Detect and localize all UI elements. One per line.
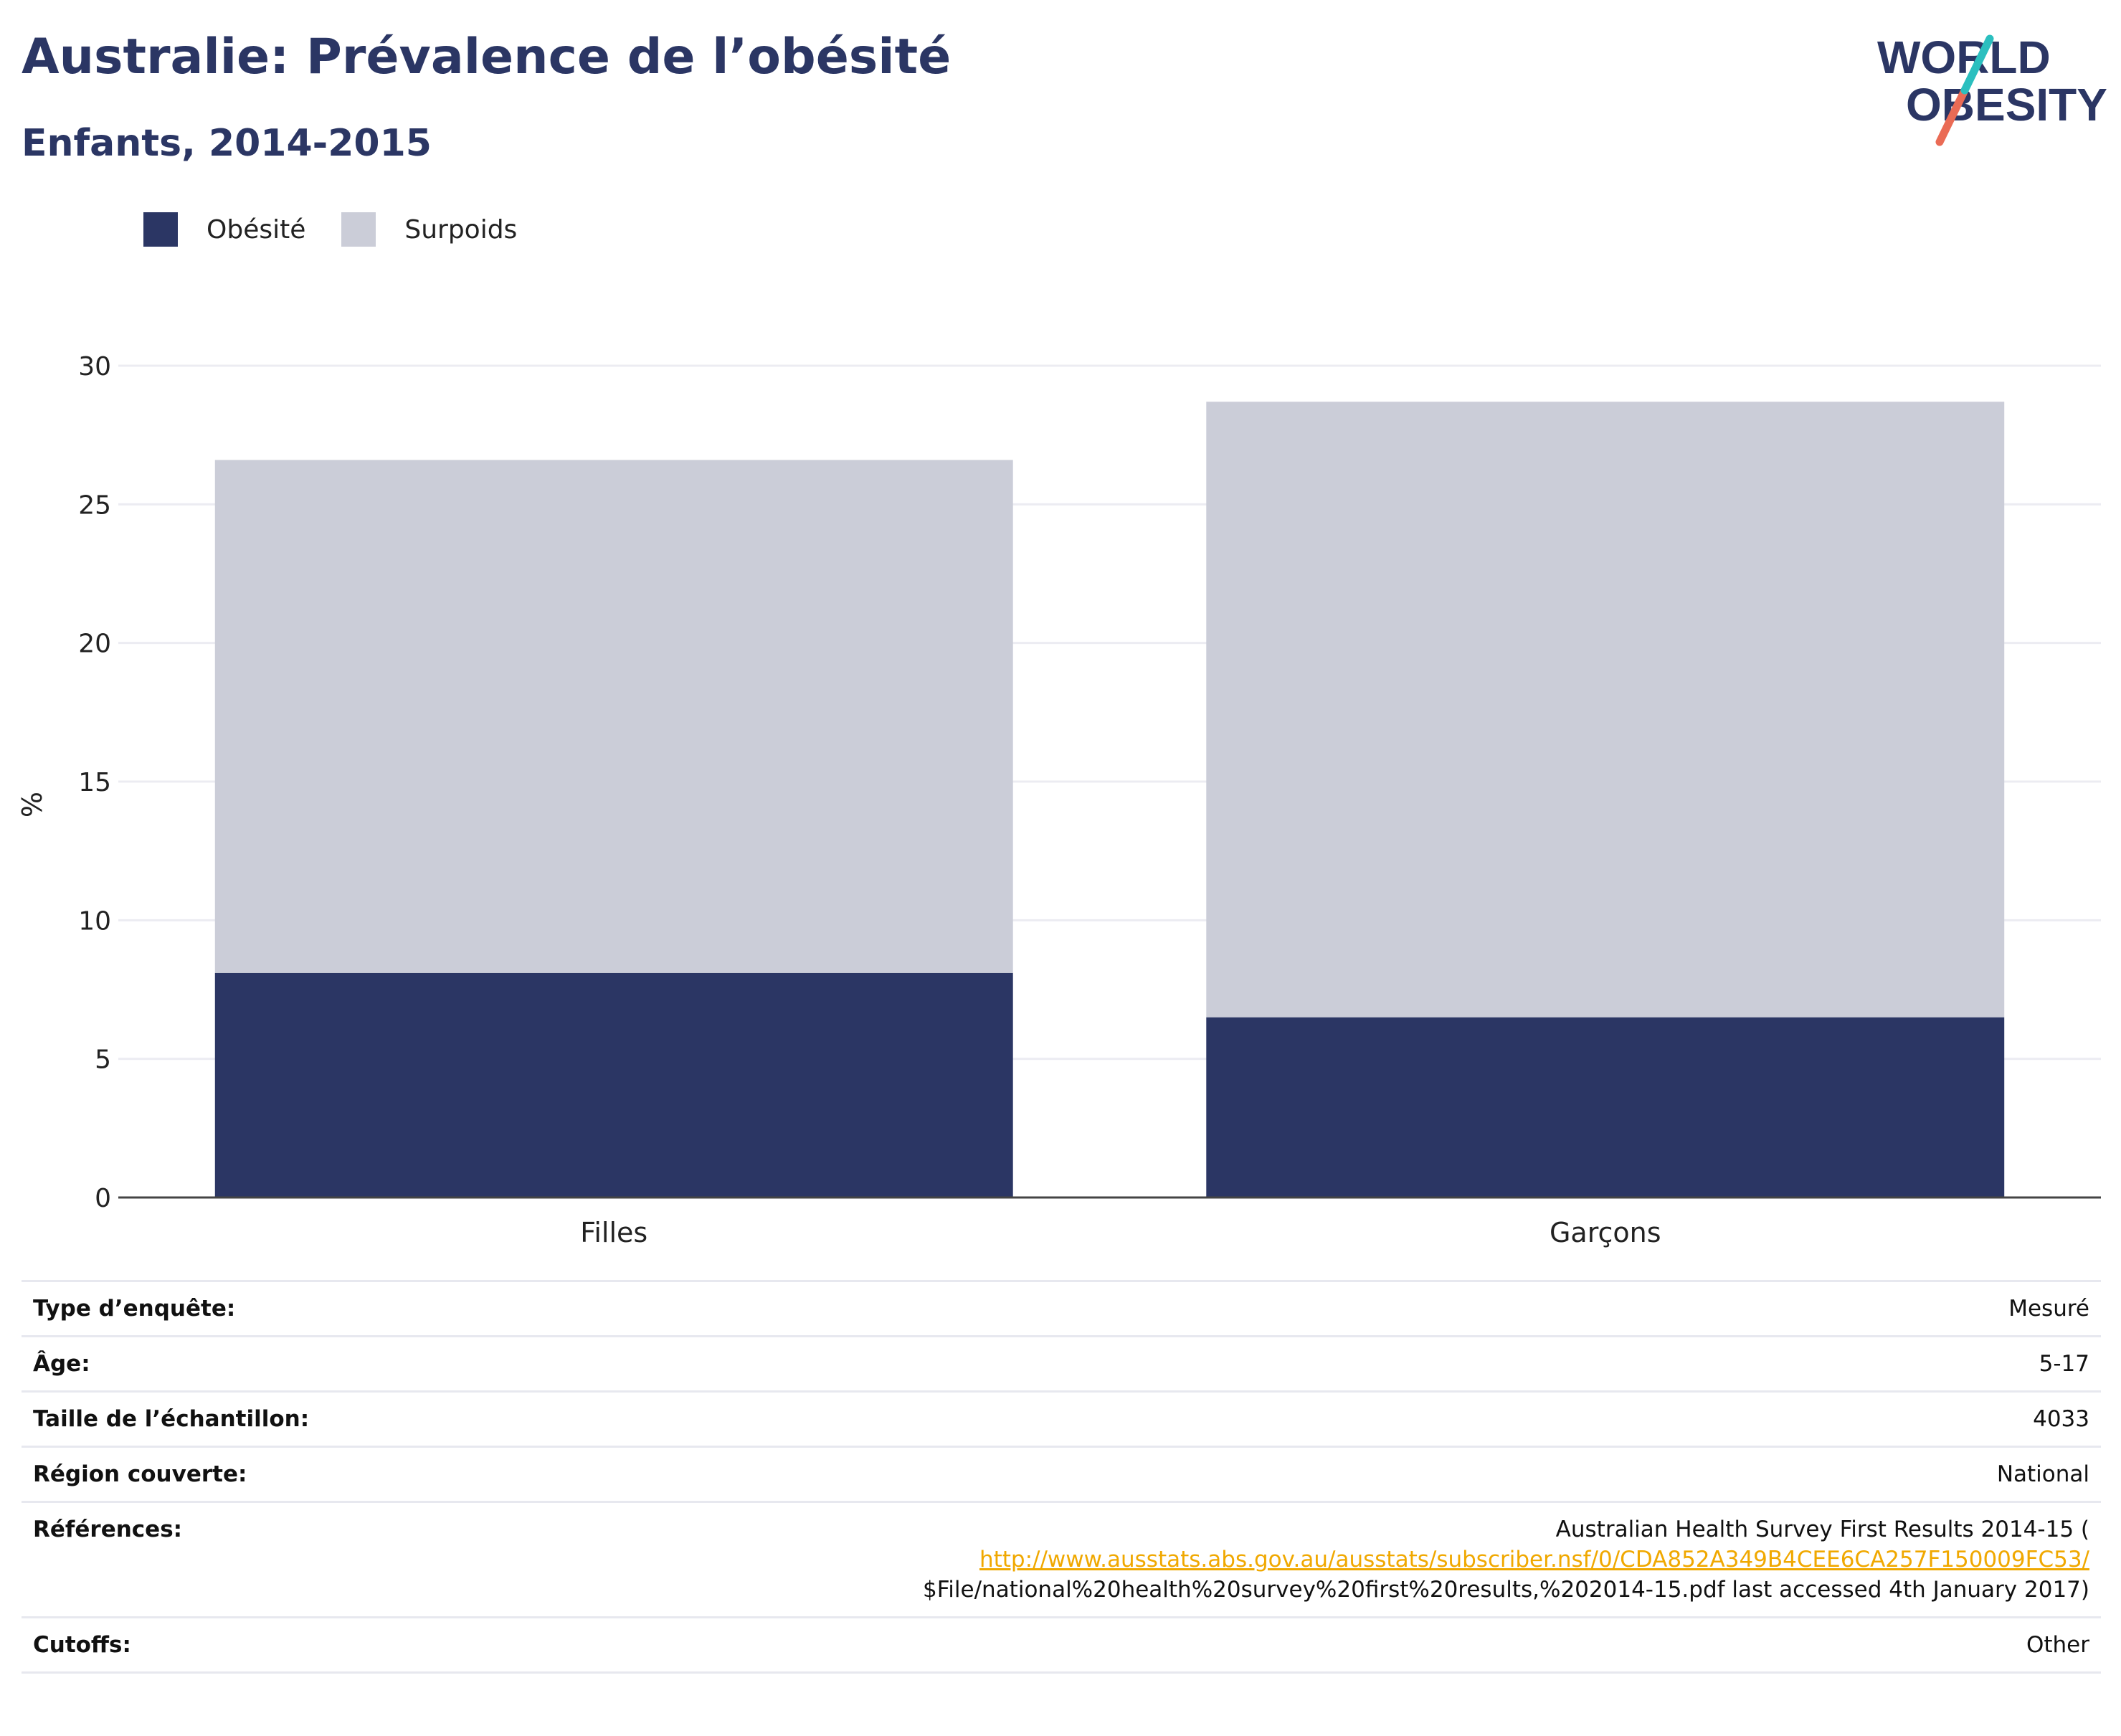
y-tick-label: 10 [78,906,111,936]
reference-link[interactable]: http://www.ausstats.abs.gov.au/ausstats/… [979,1547,2089,1573]
logo-slash-teal [1960,34,1994,95]
bars [214,402,2005,1197]
legend-swatch-surpoids [341,212,376,247]
detail-label: Âge: [22,1335,475,1393]
y-axis-ticks: 0 5 10 15 20 25 30 [78,352,111,1213]
x-tick-label: Filles [580,1217,647,1248]
detail-row-region: Région couverte: National [22,1446,2101,1503]
legend-item-surpoids: Surpoids [341,212,517,247]
chart-legend: Obésité Surpoids [143,212,553,247]
detail-value: Mesuré [475,1280,2101,1337]
bar-obesite-garcons [1206,1017,2005,1197]
chart-subtitle: Enfants, 2014-2015 [22,122,432,165]
reference-text: Australian Health Survey First Results 2… [1555,1517,2089,1542]
detail-row-references: Références: Australian Health Survey Fir… [22,1501,2101,1618]
y-tick-label: 25 [78,490,111,520]
detail-label: Type d’enquête: [22,1280,475,1337]
x-axis-ticks: Filles Garçons [580,1217,1661,1248]
y-tick-label: 0 [95,1184,111,1213]
bar-surpoids-garcons [1206,402,2005,1018]
detail-value: National [475,1446,2101,1503]
detail-value: Other [475,1616,2101,1674]
detail-value: 4033 [475,1390,2101,1448]
detail-label: Région couverte: [22,1446,475,1503]
x-tick-label: Garçons [1550,1217,1661,1248]
logo-slash-coral [1935,86,1969,146]
world-obesity-logo: WORLD OBESITY [1877,32,2107,146]
detail-label: Cutoffs: [22,1616,475,1674]
detail-row-sample: Taille de l’échantillon: 4033 [22,1390,2101,1448]
y-tick-label: 20 [78,630,111,659]
detail-label: Références: [22,1501,475,1618]
survey-details-table: Type d’enquête: Mesuré Âge: 5-17 Taille … [22,1280,2101,1674]
chart-title: Australie: Prévalence de l’obésité [22,29,952,85]
detail-value-references: Australian Health Survey First Results 2… [475,1501,2101,1618]
legend-label-surpoids: Surpoids [404,214,518,245]
detail-value: 5-17 [475,1335,2101,1393]
y-tick-label: 5 [95,1045,111,1075]
y-tick-label: 15 [78,768,111,797]
detail-row-type: Type d’enquête: Mesuré [22,1280,2101,1337]
y-axis-label: % [16,792,48,817]
logo-text-obesity: OBESITY [1906,79,2107,131]
legend-label-obesite: Obésité [207,214,306,245]
detail-row-cutoffs: Cutoffs: Other [22,1616,2101,1674]
detail-label: Taille de l’échantillon: [22,1390,475,1448]
detail-row-age: Âge: 5-17 [22,1335,2101,1393]
bar-obesite-filles [214,972,1013,1197]
logo-text-world: WORLD [1877,32,2051,83]
stacked-bar-chart: 0 5 10 15 20 25 30 Filles Garçons % [16,352,2101,1248]
y-tick-label: 30 [78,352,111,381]
legend-item-obesite: Obésité [143,212,305,247]
bar-surpoids-filles [214,460,1013,973]
reference-text-tail: $File/national%20health%20survey%20first… [923,1577,2089,1603]
legend-swatch-obesite [143,212,178,247]
